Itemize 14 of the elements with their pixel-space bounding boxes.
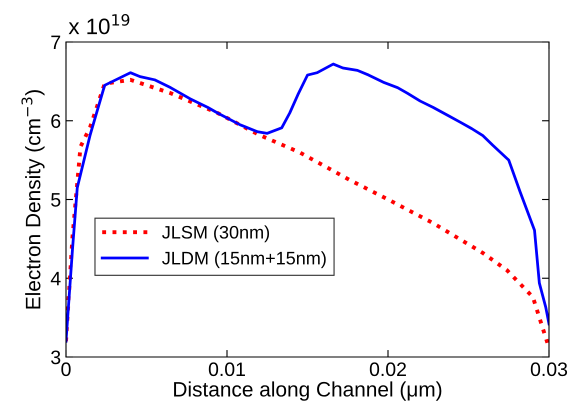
x-tick-label: 0.03	[530, 362, 568, 376]
y-tick-label: 3	[51, 350, 60, 364]
x-axis-title: Distance along Channel (μm)	[174, 381, 442, 401]
y-tick-label: 4	[50, 272, 61, 286]
legend-label: JLSM (30nm)	[162, 225, 270, 242]
x-tick-label: 0	[61, 362, 71, 376]
y-axis-title: Electron Density (cm$^{−3}$)	[21, 90, 45, 309]
text: x 10$^{19}$	[68, 14, 130, 34]
legend-label: JLDM (15nm+15nm)	[162, 251, 326, 268]
y-tick-label: 6	[51, 114, 60, 128]
y-tick-label: 5	[51, 193, 60, 207]
x-tick-label: 0.02	[370, 362, 406, 376]
x-tick-label: 0.01	[208, 362, 245, 376]
y-tick-label: 7	[51, 36, 60, 50]
